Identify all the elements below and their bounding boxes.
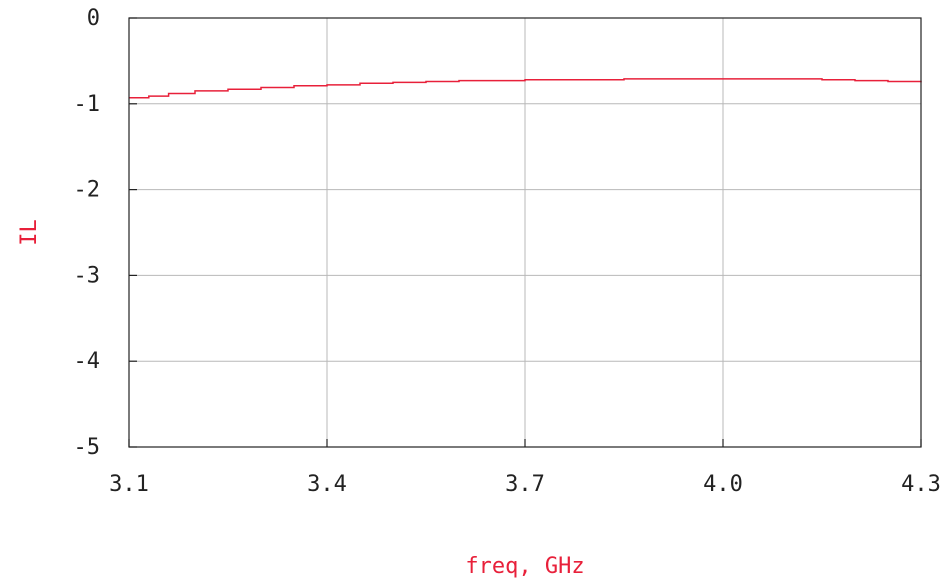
grid-lines <box>129 18 921 447</box>
y-tick-label: -3 <box>74 263 101 288</box>
x-tick-label: 4.3 <box>901 472 941 497</box>
x-tick-label: 3.4 <box>307 472 347 497</box>
y-axis-title: IL <box>17 219 42 246</box>
y-tick-label: -4 <box>74 349 101 374</box>
x-tick-label: 3.1 <box>109 472 149 497</box>
x-tick-label: 4.0 <box>703 472 743 497</box>
x-tick-labels: 3.1 3.4 3.7 4.0 4.3 <box>109 472 941 497</box>
x-tick-label: 3.7 <box>505 472 545 497</box>
y-tick-labels: 0 -1 -2 -3 -4 -5 <box>74 6 101 460</box>
y-tick-label: -5 <box>74 435 101 460</box>
tick-marks <box>128 17 922 448</box>
y-tick-label: 0 <box>87 6 100 31</box>
y-tick-label: -1 <box>74 92 101 117</box>
x-axis-title: freq, GHz <box>465 554 584 579</box>
y-tick-label: -2 <box>74 178 101 203</box>
series-layer <box>129 78 922 99</box>
il-series-line <box>129 78 922 99</box>
